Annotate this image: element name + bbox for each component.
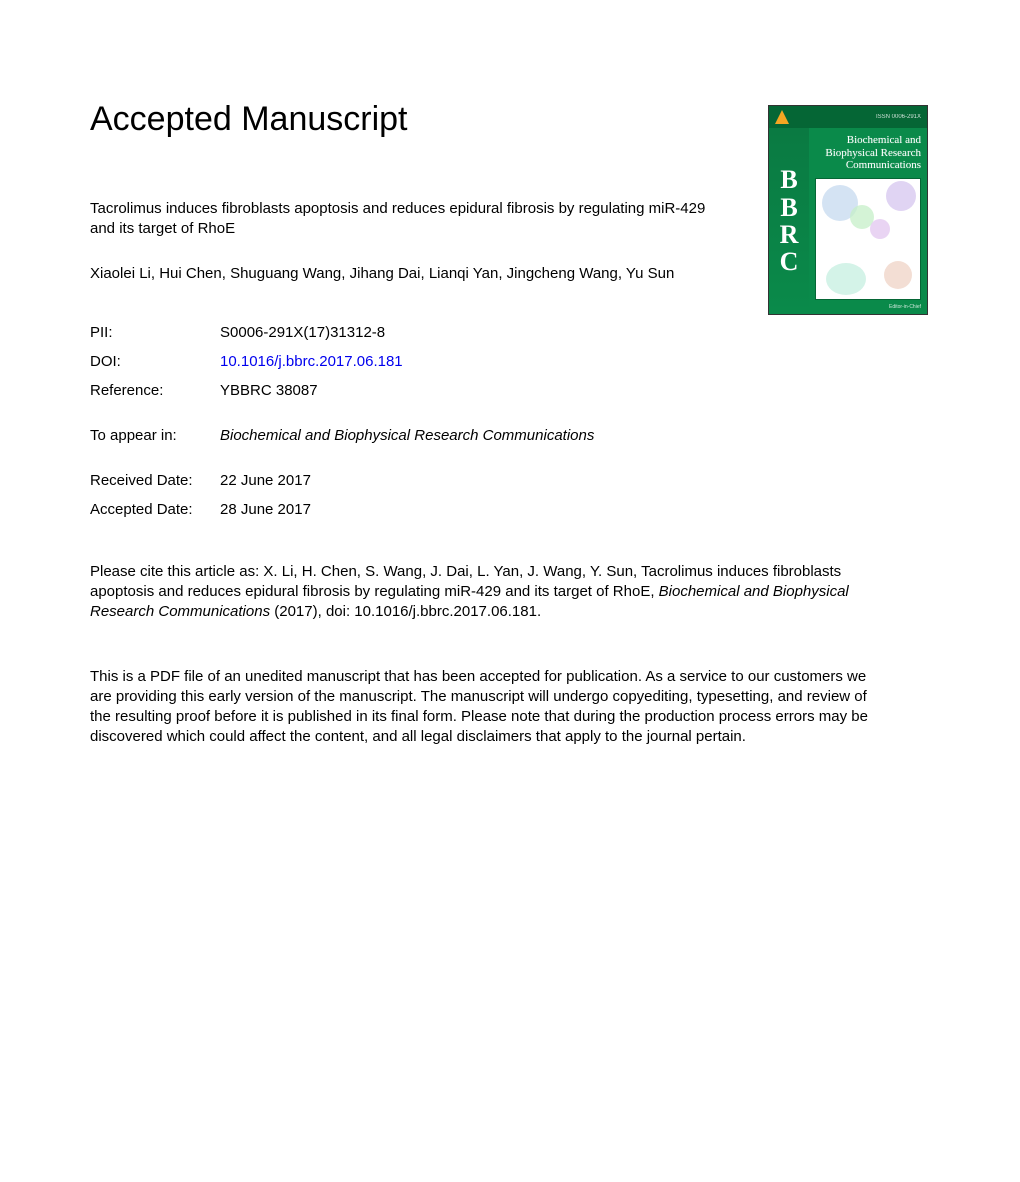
accepted-value: 28 June 2017 bbox=[220, 501, 311, 518]
elsevier-tree-icon bbox=[775, 110, 789, 124]
cover-issn: ISSN 0006-291X bbox=[876, 114, 921, 120]
pii-value: S0006-291X(17)31312-8 bbox=[220, 324, 385, 341]
doi-label: DOI: bbox=[90, 353, 220, 370]
to-appear-journal: Biochemical and Biophysical Research Com… bbox=[220, 427, 594, 444]
cover-editor-line: Editor-in-Chief bbox=[815, 304, 921, 310]
accepted-row: Accepted Date: 28 June 2017 bbox=[90, 501, 930, 518]
disclaimer-paragraph: This is a PDF file of an unedited manusc… bbox=[90, 667, 890, 748]
cover-body: B B R C Biochemical and Biophysical Rese… bbox=[769, 128, 927, 314]
to-appear-row: To appear in: Biochemical and Biophysica… bbox=[90, 427, 930, 444]
reference-label: Reference: bbox=[90, 382, 220, 399]
cover-art bbox=[815, 178, 921, 300]
doi-row: DOI: 10.1016/j.bbrc.2017.06.181 bbox=[90, 353, 930, 370]
reference-row: Reference: YBBRC 38087 bbox=[90, 382, 930, 399]
pii-row: PII: S0006-291X(17)31312-8 bbox=[90, 324, 930, 341]
dates-block: Received Date: 22 June 2017 Accepted Dat… bbox=[90, 472, 930, 518]
cover-spine: B B R C bbox=[769, 128, 809, 314]
metadata-table: PII: S0006-291X(17)31312-8 DOI: 10.1016/… bbox=[90, 324, 930, 399]
doi-link[interactable]: 10.1016/j.bbrc.2017.06.181 bbox=[220, 353, 403, 370]
received-label: Received Date: bbox=[90, 472, 220, 489]
received-value: 22 June 2017 bbox=[220, 472, 311, 489]
to-appear-label: To appear in: bbox=[90, 427, 220, 444]
article-authors: Xiaolei Li, Hui Chen, Shuguang Wang, Jih… bbox=[90, 264, 730, 284]
cover-journal-name: Biochemical and Biophysical Research Com… bbox=[815, 134, 921, 172]
journal-cover-thumbnail: ISSN 0006-291X B B R C Biochemical and B… bbox=[768, 105, 928, 315]
cover-right: Biochemical and Biophysical Research Com… bbox=[809, 128, 927, 314]
cover-acronym: B B R C bbox=[780, 166, 799, 275]
article-title: Tacrolimus induces fibroblasts apoptosis… bbox=[90, 199, 730, 240]
reference-value: YBBRC 38087 bbox=[220, 382, 318, 399]
accepted-label: Accepted Date: bbox=[90, 501, 220, 518]
citation-suffix: (2017), doi: 10.1016/j.bbrc.2017.06.181. bbox=[270, 603, 541, 620]
pii-label: PII: bbox=[90, 324, 220, 341]
citation-paragraph: Please cite this article as: X. Li, H. C… bbox=[90, 562, 880, 623]
cover-header: ISSN 0006-291X bbox=[769, 106, 927, 128]
received-row: Received Date: 22 June 2017 bbox=[90, 472, 930, 489]
